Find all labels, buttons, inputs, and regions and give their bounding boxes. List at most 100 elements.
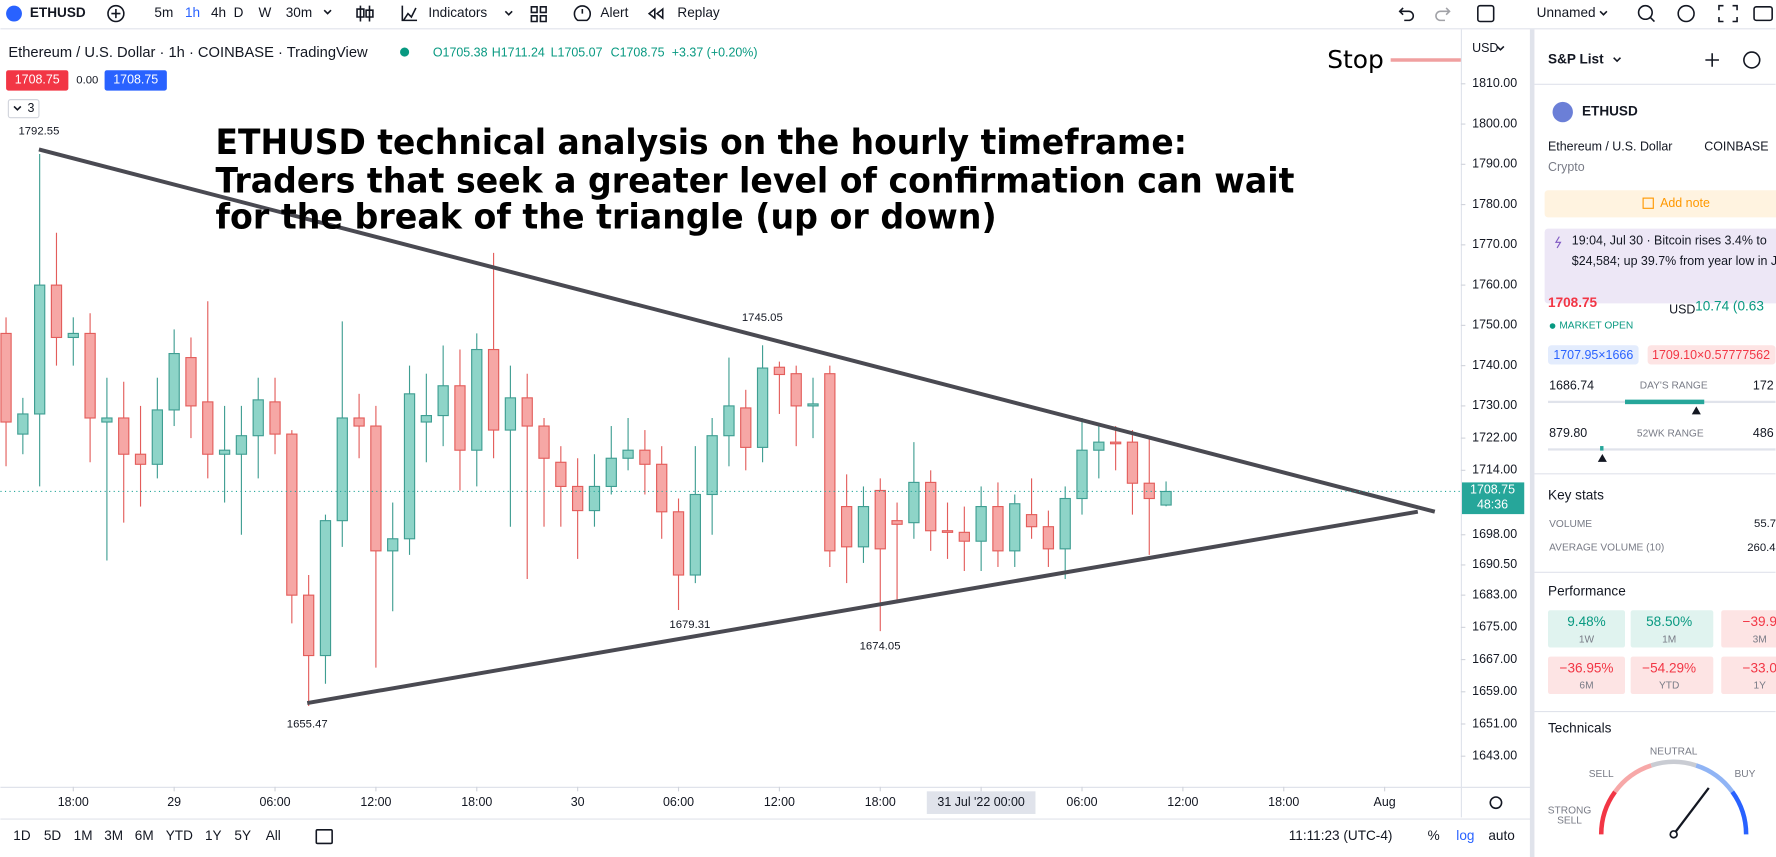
candle-body — [471, 348, 483, 451]
range-button[interactable]: 5D — [44, 828, 62, 843]
add-symbol-button[interactable] — [1705, 53, 1719, 67]
layout-menu[interactable] — [1599, 10, 1608, 16]
section-title: Technicals — [1548, 721, 1612, 736]
indicators-toggle-icon — [13, 105, 22, 111]
y-tick-label: 1760.00 — [1472, 277, 1517, 291]
y-tick-label: 1730.00 — [1472, 398, 1517, 412]
range-button[interactable]: 5Y — [234, 828, 251, 843]
performance-period: YTD — [1659, 681, 1679, 692]
market-open-dot — [1549, 323, 1556, 329]
candle-body — [975, 506, 987, 542]
fullscreen-button[interactable] — [1718, 4, 1738, 23]
percent-toggle[interactable]: % — [1428, 828, 1440, 843]
last-price-box — [1461, 482, 1525, 515]
candle-body — [151, 409, 164, 465]
layout-button[interactable] — [1477, 4, 1495, 23]
replay-button[interactable]: Replay — [677, 5, 719, 20]
interval-menu[interactable] — [323, 9, 332, 15]
snapshot-button[interactable] — [1753, 6, 1773, 22]
indicators-toggle[interactable] — [7, 99, 40, 119]
indicators-menu[interactable] — [504, 10, 513, 16]
candle-body — [487, 348, 500, 431]
alert-button[interactable]: Alert — [600, 5, 628, 20]
gauge-strong-buy — [1730, 790, 1749, 835]
bid: 1707.95×1666 — [1553, 348, 1633, 362]
templates-button[interactable] — [530, 6, 547, 23]
candle-body — [622, 449, 634, 459]
range-button[interactable]: 1D — [13, 828, 31, 843]
clock: 11:11:23 (UTC-4) — [1289, 828, 1393, 843]
interval-button[interactable]: 1h — [185, 5, 200, 20]
candle-body — [1025, 514, 1038, 528]
market-status-dot — [400, 47, 410, 57]
settings-button[interactable] — [1677, 4, 1695, 23]
candle-body — [302, 594, 315, 657]
candle-body — [17, 413, 29, 435]
redo-button[interactable] — [1435, 7, 1451, 22]
add-note-label[interactable]: Add note — [1660, 196, 1710, 210]
last-price: 1708.75 — [1548, 295, 1598, 310]
symbol-search[interactable]: ETHUSD — [30, 5, 86, 20]
headline-backdrop — [204, 108, 1316, 243]
interval-button[interactable]: W — [259, 5, 272, 20]
range-button[interactable]: YTD — [166, 828, 193, 843]
candle-body — [168, 352, 180, 411]
news-card[interactable] — [1544, 228, 1776, 304]
candle-body — [34, 284, 46, 415]
candle-body — [941, 530, 954, 533]
compare-button[interactable] — [107, 4, 125, 23]
advanced-view-button[interactable] — [1743, 51, 1761, 69]
crosshair-time-box — [926, 791, 1036, 814]
candle-body — [454, 385, 466, 451]
date-range-button[interactable] — [315, 829, 333, 845]
log-toggle[interactable]: log — [1456, 828, 1474, 843]
interval-button[interactable]: D — [234, 5, 244, 20]
candle-body — [571, 485, 584, 512]
week52-range-track — [1548, 448, 1776, 451]
indicator-count[interactable]: 3 — [28, 101, 35, 115]
symbol-logo[interactable] — [6, 5, 22, 22]
layout-name[interactable]: Unnamed — [1537, 5, 1596, 20]
candle-body — [1076, 449, 1088, 500]
range-button[interactable]: 1M — [74, 828, 93, 843]
range-button[interactable]: 1Y — [205, 828, 222, 843]
week52-range-high: 486 — [1753, 426, 1774, 440]
performance-cell — [1548, 656, 1625, 694]
performance-cell — [1721, 610, 1776, 648]
add-note-icon — [1642, 197, 1654, 209]
undo-button[interactable] — [1398, 7, 1415, 22]
performance-period: 1Y — [1753, 681, 1766, 692]
range-button[interactable]: 3M — [104, 828, 123, 843]
range-button[interactable]: All — [266, 828, 281, 843]
price-label: 1679.31 — [669, 619, 710, 631]
watchlist-name[interactable]: S&P List — [1548, 52, 1604, 67]
gauge-label: NEUTRAL — [1650, 746, 1698, 757]
sell-price[interactable]: 1708.75 — [15, 73, 60, 87]
news-line[interactable]: $24,584; up 39.7% from year low in Ju — [1572, 254, 1776, 268]
range-button[interactable]: 6M — [135, 828, 154, 843]
auto-toggle[interactable]: auto — [1488, 828, 1514, 843]
gauge-buy — [1695, 763, 1735, 794]
gauge-label: STRONG — [1548, 805, 1592, 816]
candle-body — [286, 433, 298, 596]
interval-button[interactable]: 4h — [211, 5, 226, 20]
indicators-button[interactable]: Indicators — [428, 5, 487, 20]
search-button[interactable] — [1637, 4, 1653, 21]
y-tick-label: 1810.00 — [1472, 76, 1517, 90]
week52-range-low: 879.80 — [1549, 426, 1587, 440]
currency-menu[interactable] — [1496, 45, 1505, 51]
add-note-button[interactable] — [1544, 190, 1776, 218]
chart-type-button[interactable] — [356, 5, 374, 22]
list-menu[interactable] — [1613, 57, 1622, 63]
currency-button[interactable]: USD — [1472, 41, 1498, 55]
sell-button[interactable] — [6, 70, 69, 91]
indicators-icon — [401, 5, 418, 22]
news-line[interactable]: 19:04, Jul 30 · Bitcoin rises 3.4% to — [1572, 233, 1767, 247]
buy-button[interactable] — [104, 70, 167, 91]
interval-button[interactable]: 30m — [286, 5, 312, 20]
buy-price[interactable]: 1708.75 — [113, 73, 158, 87]
ohlc-value: C1708.75 — [611, 45, 665, 59]
axis-settings-button[interactable] — [1489, 796, 1503, 810]
interval-button[interactable]: 5m — [154, 5, 173, 20]
stat-value: 55.7 — [1754, 518, 1776, 530]
